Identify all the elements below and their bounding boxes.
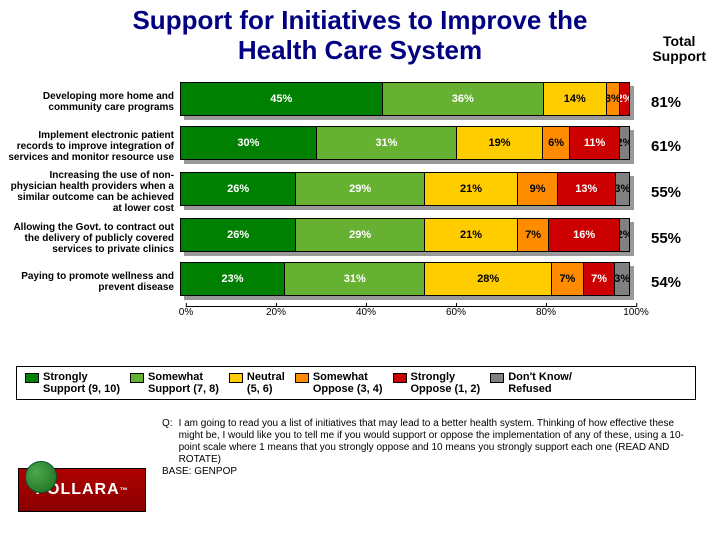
- legend-swatch: [25, 373, 39, 383]
- bar-segment: 28%: [425, 263, 552, 295]
- bar-segment: 31%: [285, 263, 425, 295]
- bar-segment: 3%: [607, 83, 620, 115]
- axis-tick: 80%: [536, 307, 556, 318]
- axis-tick: 20%: [266, 307, 286, 318]
- bar-segment: 14%: [544, 83, 607, 115]
- row-label: Developing more home and community care …: [6, 91, 180, 113]
- total-support-header: Total Support: [652, 34, 706, 65]
- bar-segment: 21%: [425, 173, 518, 205]
- bar-segment: 11%: [570, 127, 620, 159]
- title-line-1: Support for Initiatives to Improve the: [0, 6, 720, 36]
- bar-segment: 3%: [616, 173, 629, 205]
- legend: StronglySupport (9, 10) SomewhatSupport (…: [16, 366, 696, 400]
- axis-tick: 60%: [446, 307, 466, 318]
- bar-segment: 7%: [518, 219, 549, 251]
- legend-label: StronglyOppose (1, 2): [411, 371, 481, 395]
- question-footnote: Q: I am going to read you a list of init…: [162, 418, 692, 478]
- legend-label: Don't Know/Refused: [508, 371, 572, 395]
- bar-segment: 6%: [543, 127, 570, 159]
- total-support-value: 81%: [638, 94, 694, 111]
- legend-swatch: [295, 373, 309, 383]
- bar-segment: 26%: [181, 173, 296, 205]
- legend-swatch: [229, 373, 243, 383]
- stacked-bar: 30%31%19%6%11%2%: [180, 126, 630, 160]
- chart-row: Increasing the use of non-physician heal…: [6, 170, 706, 214]
- bar-segment: 31%: [317, 127, 457, 159]
- bar-segment: 23%: [181, 263, 285, 295]
- chart-row: Implement electronic patient records to …: [6, 126, 706, 166]
- pollara-logo: POLLARA™: [18, 468, 146, 512]
- stacked-bar: 23%31%28%7%7%3%: [180, 262, 630, 296]
- stacked-bar: 26%29%21%9%13%3%: [180, 172, 630, 206]
- bar-wrap: 26%29%21%9%13%3%: [180, 172, 630, 212]
- bar-wrap: 30%31%19%6%11%2%: [180, 126, 630, 166]
- bar-segment: 2%: [620, 127, 629, 159]
- chart-row: Paying to promote wellness and prevent d…: [6, 262, 706, 302]
- q-text: I am going to read you a list of initiat…: [179, 418, 692, 466]
- row-label: Paying to promote wellness and prevent d…: [6, 271, 180, 293]
- bar-segment: 19%: [457, 127, 543, 159]
- row-label: Implement electronic patient records to …: [6, 130, 180, 163]
- legend-item: StronglyOppose (1, 2): [393, 371, 481, 395]
- legend-item: SomewhatOppose (3, 4): [295, 371, 383, 395]
- legend-swatch: [393, 373, 407, 383]
- bar-segment: 13%: [558, 173, 616, 205]
- bar-segment: 36%: [383, 83, 544, 115]
- bar-wrap: 23%31%28%7%7%3%: [180, 262, 630, 302]
- bar-segment: 7%: [584, 263, 616, 295]
- bar-segment: 3%: [615, 263, 629, 295]
- legend-label: SomewhatOppose (3, 4): [313, 371, 383, 395]
- bar-segment: 21%: [425, 219, 518, 251]
- bar-wrap: 45%36%14%3%2%: [180, 82, 630, 122]
- bar-segment: 16%: [549, 219, 620, 251]
- legend-item: SomewhatSupport (7, 8): [130, 371, 219, 395]
- total-support-value: 54%: [638, 274, 694, 291]
- legend-item: StronglySupport (9, 10): [25, 371, 120, 395]
- bar-segment: 2%: [620, 219, 629, 251]
- x-axis: 0%20%40%60%80%100%: [186, 306, 636, 324]
- bar-segment: 7%: [552, 263, 584, 295]
- page-title: Support for Initiatives to Improve the H…: [0, 0, 720, 66]
- legend-label: SomewhatSupport (7, 8): [148, 371, 219, 395]
- legend-item: Don't Know/Refused: [490, 371, 572, 395]
- stacked-bar: 45%36%14%3%2%: [180, 82, 630, 116]
- chart-row: Allowing the Govt. to contract out the d…: [6, 218, 706, 258]
- bar-wrap: 26%29%21%7%16%2%: [180, 218, 630, 258]
- legend-item: Neutral(5, 6): [229, 371, 285, 395]
- stacked-bar: 26%29%21%7%16%2%: [180, 218, 630, 252]
- bar-segment: 45%: [181, 83, 383, 115]
- axis-tick: 0%: [179, 307, 193, 318]
- bar-segment: 29%: [296, 173, 425, 205]
- q-label: Q:: [162, 418, 173, 466]
- bar-segment: 29%: [296, 219, 425, 251]
- base-text: BASE: GENPOP: [162, 466, 692, 478]
- total-support-value: 55%: [638, 184, 694, 201]
- chart-row: Developing more home and community care …: [6, 82, 706, 122]
- bar-segment: 30%: [181, 127, 317, 159]
- bar-segment: 2%: [620, 83, 629, 115]
- bar-segment: 26%: [181, 219, 296, 251]
- row-label: Allowing the Govt. to contract out the d…: [6, 222, 180, 255]
- stacked-bar-chart: Developing more home and community care …: [6, 82, 706, 324]
- row-label: Increasing the use of non-physician heal…: [6, 170, 180, 214]
- axis-tick: 40%: [356, 307, 376, 318]
- legend-swatch: [490, 373, 504, 383]
- legend-label: Neutral(5, 6): [247, 371, 285, 395]
- total-support-value: 55%: [638, 230, 694, 247]
- axis-tick: 100%: [623, 307, 649, 318]
- total-support-value: 61%: [638, 138, 694, 155]
- bar-segment: 9%: [518, 173, 558, 205]
- legend-swatch: [130, 373, 144, 383]
- title-line-2: Health Care System: [0, 36, 720, 66]
- legend-label: StronglySupport (9, 10): [43, 371, 120, 395]
